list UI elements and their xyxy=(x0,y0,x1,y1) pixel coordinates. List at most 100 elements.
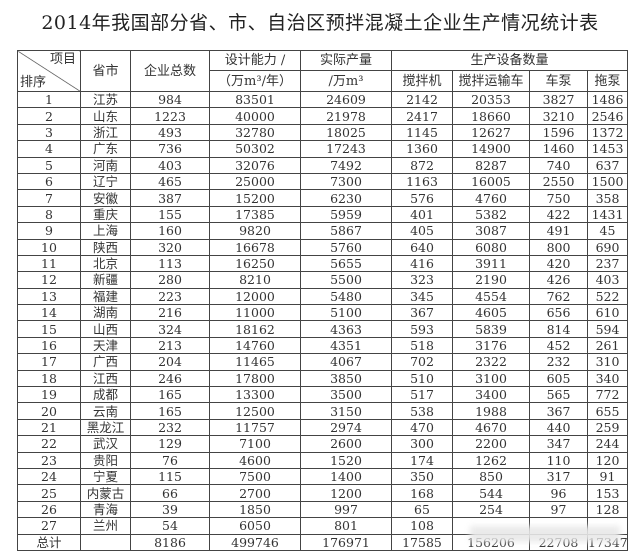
cell-trailer-pump: 1453 xyxy=(586,140,629,158)
table-row: 24 宁夏 115 7500 1400 350 850 317 91 xyxy=(17,467,629,486)
cell-province: 云南 xyxy=(80,402,131,420)
cell-truck: 3087 xyxy=(452,222,530,240)
cell-mixer: 872 xyxy=(391,156,453,174)
cell-output: 3850 xyxy=(300,369,392,388)
cell-output: 5500 xyxy=(300,271,392,289)
cell-enterprises: 232 xyxy=(130,418,210,437)
cell-mixer: 405 xyxy=(391,222,453,240)
cell-truck: 1262 xyxy=(452,451,530,469)
table-row: 11 北京 113 16250 5655 416 3911 420 237 xyxy=(17,254,629,273)
cell-province: 武汉 xyxy=(80,435,131,453)
cell-mixer: 576 xyxy=(391,189,453,207)
cell-output: 4363 xyxy=(300,320,392,338)
cell-mixer: 345 xyxy=(391,287,453,306)
cell-truck: 544 xyxy=(452,484,530,502)
statistics-table: 项目 排序 省市 企业总数 设计能力 / 实际产量 生产设备数量 （万m³/年）… xyxy=(17,50,629,551)
cell-rank: 19 xyxy=(17,386,81,404)
total-enterprises: 8186 xyxy=(130,533,210,551)
cell-output: 3500 xyxy=(300,386,392,404)
cell-output: 2974 xyxy=(300,418,392,437)
total-output: 176971 xyxy=(300,533,392,551)
cell-mixer: 1145 xyxy=(391,123,453,142)
cell-truck: 3100 xyxy=(452,369,530,388)
table-row: 14 湖南 216 11000 5100 367 4605 656 610 xyxy=(17,304,629,322)
cell-output: 24609 xyxy=(300,90,392,109)
cell-rank: 23 xyxy=(17,451,81,469)
cell-trailer-pump: 358 xyxy=(586,189,629,207)
cell-pump-truck: 317 xyxy=(529,467,588,486)
cell-rank: 13 xyxy=(17,287,81,306)
cell-rank: 25 xyxy=(17,484,81,502)
table-row: 12 新疆 280 8210 5500 323 2190 426 403 xyxy=(17,271,629,289)
cell-pump-truck: 367 xyxy=(529,402,588,420)
cell-enterprises: 204 xyxy=(130,353,210,371)
cell-capacity: 40000 xyxy=(209,107,301,125)
cell-capacity: 6050 xyxy=(209,517,301,535)
cell-mixer: 538 xyxy=(391,402,453,420)
cell-rank: 3 xyxy=(17,123,81,142)
cell-capacity: 11757 xyxy=(209,418,301,437)
cell-pump-truck: 426 xyxy=(529,271,588,289)
cell-rank: 16 xyxy=(17,336,81,355)
cell-province: 北京 xyxy=(80,254,131,273)
cell-trailer-pump: 91 xyxy=(586,467,629,486)
cell-mixer: 518 xyxy=(391,336,453,355)
table-row: 21 黑龙江 232 11757 2974 470 4670 440 259 xyxy=(17,418,629,437)
cell-trailer-pump: 594 xyxy=(586,320,629,338)
cell-rank: 26 xyxy=(17,500,81,519)
cell-trailer-pump: 522 xyxy=(586,287,629,306)
table-row: 10 陕西 320 16678 5760 640 6080 800 690 xyxy=(17,238,629,256)
cell-enterprises: 66 xyxy=(130,484,210,502)
cell-mixer: 1360 xyxy=(391,140,453,158)
cell-rank: 7 xyxy=(17,189,81,207)
page-title: 2014年我国部分省、市、自治区预拌混凝土企业生产情况统计表 xyxy=(41,12,599,34)
cell-trailer-pump: 128 xyxy=(586,500,629,519)
cell-trailer-pump: 259 xyxy=(586,418,629,437)
cell-capacity: 32076 xyxy=(209,156,301,174)
cell-output: 997 xyxy=(300,500,392,519)
cell-province: 浙江 xyxy=(80,123,131,142)
cell-capacity: 14760 xyxy=(209,336,301,355)
table-row: 4 广东 736 50302 17243 1360 14900 1460 1453 xyxy=(17,140,629,158)
cell-rank: 11 xyxy=(17,254,81,273)
table-row: 2 山东 1223 40000 21978 2417 18660 3210 2546 xyxy=(17,107,629,125)
cell-mixer: 510 xyxy=(391,369,453,388)
watermark-blur xyxy=(470,526,620,542)
cell-output: 18025 xyxy=(300,123,392,142)
total-province xyxy=(80,533,131,551)
cell-trailer-pump: 1372 xyxy=(586,123,629,142)
cell-enterprises: 465 xyxy=(130,172,210,191)
cell-province: 青海 xyxy=(80,500,131,519)
cell-trailer-pump: 637 xyxy=(586,156,629,174)
cell-rank: 17 xyxy=(17,353,81,371)
cell-pump-truck: 232 xyxy=(529,353,588,371)
cell-capacity: 8210 xyxy=(209,271,301,289)
cell-pump-truck: 491 xyxy=(529,222,588,240)
table-row: 20 云南 165 12500 3150 538 1988 367 655 xyxy=(17,402,629,420)
cell-capacity: 11000 xyxy=(209,304,301,322)
header-mixer: 搅拌机 xyxy=(391,70,453,92)
cell-rank: 24 xyxy=(17,467,81,486)
cell-province: 内蒙古 xyxy=(80,484,131,502)
header-truck: 搅拌运输车 xyxy=(452,70,530,92)
cell-trailer-pump: 237 xyxy=(586,254,629,273)
table-row: 19 成都 165 13300 3500 517 3400 565 772 xyxy=(17,386,629,404)
cell-province: 上海 xyxy=(80,222,131,240)
cell-enterprises: 115 xyxy=(130,467,210,486)
table-row: 1 江苏 984 83501 24609 2142 20353 3827 1486 xyxy=(17,90,629,109)
cell-province: 河南 xyxy=(80,156,131,174)
cell-pump-truck: 656 xyxy=(529,304,588,322)
table-row: 17 广西 204 11465 4067 702 2322 232 310 xyxy=(17,353,629,371)
cell-pump-truck: 422 xyxy=(529,205,588,224)
cell-mixer: 367 xyxy=(391,304,453,322)
cell-capacity: 1850 xyxy=(209,500,301,519)
cell-mixer: 517 xyxy=(391,386,453,404)
cell-rank: 22 xyxy=(17,435,81,453)
cell-mixer: 323 xyxy=(391,271,453,289)
cell-truck: 5382 xyxy=(452,205,530,224)
cell-enterprises: 1223 xyxy=(130,107,210,125)
cell-mixer: 168 xyxy=(391,484,453,502)
header-output-unit: /万m³ xyxy=(300,70,392,92)
cell-trailer-pump: 1500 xyxy=(586,172,629,191)
cell-capacity: 16678 xyxy=(209,238,301,256)
